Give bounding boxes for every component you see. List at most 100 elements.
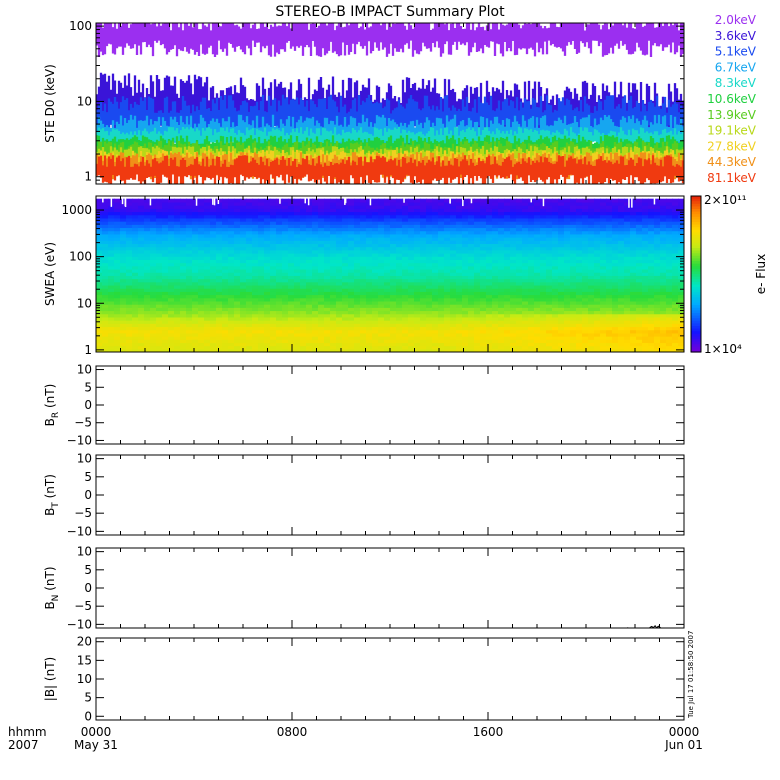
swea-cell	[600, 237, 607, 241]
swea-gap	[102, 196, 104, 203]
swea-cell	[510, 342, 517, 347]
swea-cell	[402, 336, 409, 340]
swea-cell	[564, 313, 571, 318]
swea-cell	[276, 345, 283, 350]
swea-cell	[618, 198, 625, 203]
swea-cell	[354, 281, 361, 286]
swea-cell	[168, 278, 175, 283]
swea-cell	[360, 336, 367, 340]
swea-cell	[570, 326, 577, 331]
swea-cell	[528, 278, 535, 283]
swea-cell	[660, 310, 667, 315]
swea-cell	[270, 336, 277, 340]
swea-cell	[330, 243, 337, 248]
swea-cell	[156, 281, 163, 286]
swea-cell	[462, 300, 469, 305]
swea-cell	[456, 336, 463, 340]
swea-cell	[396, 275, 403, 280]
swea-cell	[360, 284, 367, 289]
swea-cell	[660, 339, 667, 344]
swea-cell	[594, 262, 601, 267]
swea-cell	[282, 307, 289, 312]
swea-cell	[444, 288, 451, 292]
swea-cell	[672, 291, 679, 296]
swea-cell	[102, 240, 109, 245]
swea-cell	[372, 332, 379, 337]
swea-cell	[354, 294, 361, 299]
swea-cell	[120, 304, 127, 308]
swea-cell	[288, 214, 295, 219]
swea-cell	[642, 291, 649, 296]
swea-cell	[612, 262, 619, 267]
swea-cell	[378, 304, 385, 308]
swea-cell	[240, 240, 247, 245]
swea-cell	[510, 224, 517, 229]
swea-cell	[108, 256, 115, 260]
swea-cell	[366, 281, 373, 286]
swea-cell	[552, 342, 559, 347]
swea-cell	[552, 323, 559, 328]
swea-cell	[654, 221, 661, 225]
swea-cell	[456, 259, 463, 264]
swea-cell	[150, 332, 157, 337]
swea-cell	[360, 348, 367, 352]
swea-cell	[114, 240, 121, 245]
swea-cell	[120, 227, 127, 232]
swea-cell	[630, 291, 637, 296]
swea-cell	[222, 221, 229, 225]
swea-cell	[582, 323, 589, 328]
swea-cell	[180, 300, 187, 305]
swea-cell	[174, 307, 181, 312]
swea-cell	[276, 221, 283, 225]
swea-cell	[378, 300, 385, 305]
swea-cell	[642, 240, 649, 245]
swea-cell	[240, 323, 247, 328]
swea-cell	[228, 230, 235, 235]
swea-cell	[516, 272, 523, 276]
panel-content	[96, 23, 684, 184]
swea-cell	[216, 246, 223, 251]
colorbar-cell	[691, 235, 701, 239]
swea-cell	[396, 348, 403, 352]
swea-cell	[162, 237, 169, 241]
swea-cell	[468, 205, 475, 209]
swea-cell	[444, 265, 451, 270]
swea-cell	[240, 310, 247, 315]
swea-cell	[600, 227, 607, 232]
swea-cell	[126, 320, 133, 324]
swea-cell	[486, 240, 493, 245]
swea-cell	[552, 278, 559, 283]
swea-cell	[108, 208, 115, 213]
swea-cell	[294, 291, 301, 296]
swea-cell	[276, 217, 283, 222]
swea-cell	[156, 288, 163, 292]
swea-cell	[306, 288, 313, 292]
swea-cell	[606, 332, 613, 337]
swea-cell	[534, 237, 541, 241]
swea-cell	[534, 205, 541, 209]
swea-cell	[162, 320, 169, 324]
swea-cell	[486, 265, 493, 270]
swea-cell	[336, 233, 343, 238]
swea-cell	[288, 297, 295, 302]
swea-cell	[228, 211, 235, 216]
swea-cell	[402, 230, 409, 235]
swea-cell	[306, 313, 313, 318]
swea-cell	[414, 281, 421, 286]
swea-cell	[438, 316, 445, 321]
swea-cell	[510, 281, 517, 286]
swea-cell	[162, 249, 169, 254]
swea-cell	[222, 316, 229, 321]
swea-cell	[366, 345, 373, 350]
swea-cell	[606, 278, 613, 283]
swea-cell	[228, 307, 235, 312]
swea-cell	[378, 240, 385, 245]
colorbar-cell	[691, 248, 701, 252]
swea-cell	[588, 221, 595, 225]
swea-cell	[378, 323, 385, 328]
swea-cell	[288, 336, 295, 340]
swea-cell	[282, 297, 289, 302]
swea-cell	[570, 339, 577, 344]
swea-cell	[474, 304, 481, 308]
swea-cell	[396, 246, 403, 251]
